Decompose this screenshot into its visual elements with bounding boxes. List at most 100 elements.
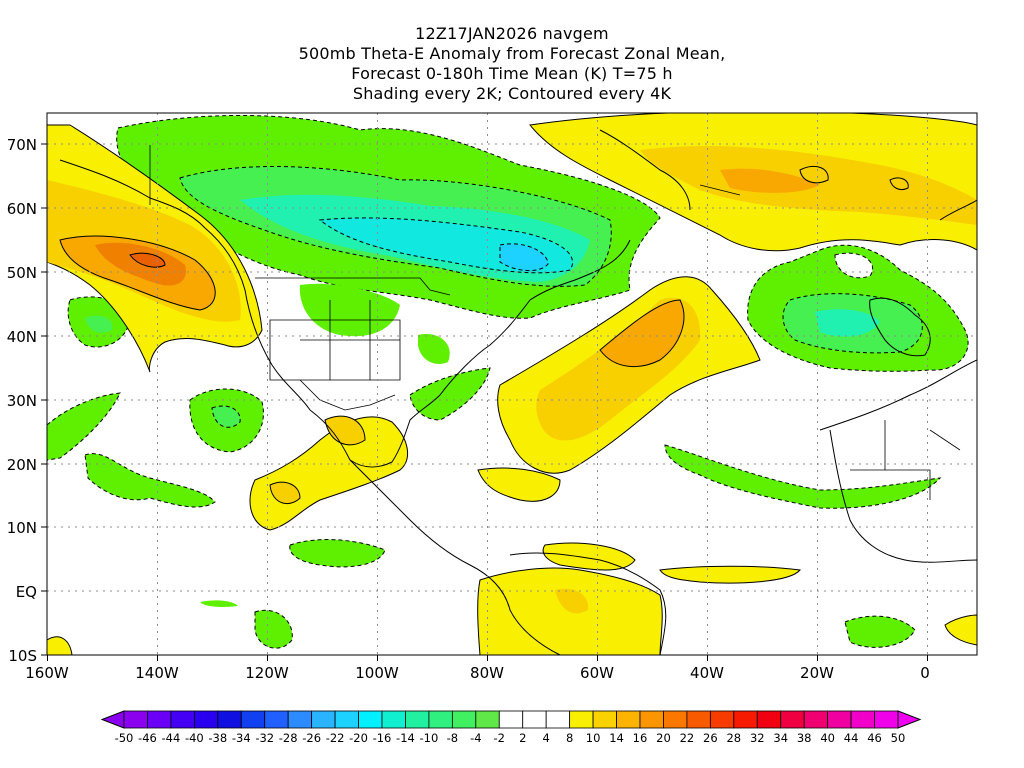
lat-label: 20N: [7, 456, 37, 474]
colorbar-swatch: [709, 710, 735, 729]
colorbar-swatch: [733, 710, 758, 729]
coastlines: [59, 129, 977, 655]
colorbar-swatch: [639, 710, 664, 729]
colorbar-swatch: [498, 710, 524, 729]
colorbar-swatch: [850, 710, 875, 729]
chart-title-block: 12Z17JAN2026 navgem 500mb Theta-E Anomal…: [0, 24, 1024, 104]
latitude-axis: 70N 60N 50N 40N 30N 20N 10N EQ 10S: [7, 136, 47, 665]
colorbar-swatch: [264, 710, 289, 729]
colorbar-swatch: [147, 710, 172, 729]
anomaly-positive-north-atlantic: [529, 113, 977, 252]
anomaly-positive-central-atlantic: [477, 276, 761, 502]
colorbar-label: -8: [447, 731, 458, 745]
colorbar-label: -26: [302, 731, 321, 745]
colorbar-label: -2: [494, 731, 505, 745]
colorbar-swatch: [428, 710, 453, 729]
colorbar-label: 22: [680, 731, 695, 745]
colorbar-swatch: [334, 710, 359, 729]
colorbar-label: 4: [543, 731, 550, 745]
colorbar-label: 50: [891, 731, 906, 745]
colorbar-swatch: [193, 710, 219, 729]
colorbar-swatch: [451, 710, 477, 729]
lon-label: 160W: [25, 664, 69, 682]
lat-label: 50N: [7, 264, 37, 282]
colorbar-swatch: [311, 710, 336, 729]
colorbar-label: 16: [633, 731, 648, 745]
colorbar-arrow-left: [100, 710, 125, 729]
title-line-2: 500mb Theta-E Anomaly from Forecast Zona…: [298, 44, 726, 63]
lon-label: 0: [920, 664, 930, 682]
colorbar-label: 38: [797, 731, 812, 745]
colorbar-label: -32: [255, 731, 274, 745]
lon-label: 20W: [800, 664, 834, 682]
colorbar-swatch: [240, 710, 266, 729]
colorbar-swatch: [827, 710, 852, 729]
colorbar-swatch: [522, 710, 547, 729]
colorbar-label: 32: [750, 731, 765, 745]
colorbar-swatch: [123, 710, 148, 729]
colorbar-label: 46: [867, 731, 882, 745]
colorbar-label: 14: [609, 731, 624, 745]
colorbar-label: 34: [773, 731, 788, 745]
colorbar-label: -46: [138, 731, 157, 745]
colorbar-label: -20: [349, 731, 368, 745]
colorbar-swatch: [874, 710, 899, 729]
lat-label: 40N: [7, 328, 37, 346]
map-plot-area: [47, 113, 977, 655]
lat-label: 10S: [8, 647, 37, 665]
colorbar-label: -4: [470, 731, 481, 745]
colorbar-swatch: [405, 710, 430, 729]
anomaly-positive-northeast-pacific: [47, 124, 263, 373]
colorbar-label: 26: [703, 731, 718, 745]
colorbar-swatch: [663, 710, 688, 729]
colorbar-label: 20: [656, 731, 671, 745]
lon-label: 100W: [355, 664, 399, 682]
lon-label: 120W: [245, 664, 289, 682]
lat-label: 70N: [7, 136, 37, 154]
lat-label: 10N: [7, 519, 37, 537]
colorbar-swatch: [545, 710, 571, 729]
title-line-3: Forecast 0-180h Time Mean (K) T=75 h: [351, 64, 673, 83]
colorbar: -50 -46 -44 -40 -38 -34 -32 -28 -26 -22 -20 -16 -14-…: [100, 710, 922, 745]
graticule: [47, 113, 977, 655]
colorbar-label: 8: [566, 731, 573, 745]
colorbar-label: 2: [519, 731, 526, 745]
colorbar-swatch: [780, 710, 805, 729]
lat-label: 30N: [7, 392, 37, 410]
colorbar-label: 44: [844, 731, 859, 745]
colorbar-swatch: [475, 710, 500, 729]
anomaly-positive-south-america: [47, 567, 977, 655]
colorbar-swatch: [756, 710, 782, 729]
lon-label: 140W: [135, 664, 179, 682]
colorbar-label: 40: [820, 731, 835, 745]
lat-label: 60N: [7, 200, 37, 218]
colorbar-swatch: [616, 710, 641, 729]
colorbar-swatch: [217, 710, 242, 729]
colorbar-swatch: [686, 710, 711, 729]
colorbar-swatch: [358, 710, 383, 729]
colorbar-label: -38: [208, 731, 227, 745]
colorbar-swatch: [170, 710, 195, 729]
colorbar-label: -50: [115, 731, 134, 745]
colorbar-label: -40: [185, 731, 204, 745]
colorbar-label: 10: [586, 731, 601, 745]
title-line-1: 12Z17JAN2026 navgem: [415, 24, 609, 43]
colorbar-label: -44: [162, 731, 181, 745]
colorbar-swatch: [381, 710, 406, 729]
title-line-4: Shading every 2K; Contoured every 4K: [352, 84, 672, 103]
colorbar-swatch: [803, 710, 829, 729]
longitude-axis: 160W 140W 120W 100W 80W 60W 40W 20W 0: [25, 655, 930, 682]
plot-frame: [46, 112, 978, 656]
anomaly-negative-canada: [116, 115, 661, 319]
colorbar-arrow-right: [897, 710, 922, 729]
colorbar-label: -16: [373, 731, 392, 745]
colorbar-swatch: [592, 710, 617, 729]
lat-label: EQ: [16, 583, 37, 601]
colorbar-label: -34: [232, 731, 251, 745]
political-borders: [149, 145, 961, 500]
lon-label: 40W: [690, 664, 724, 682]
colorbar-label: -10: [420, 731, 439, 745]
lon-label: 60W: [580, 664, 614, 682]
lon-label: 80W: [470, 664, 504, 682]
